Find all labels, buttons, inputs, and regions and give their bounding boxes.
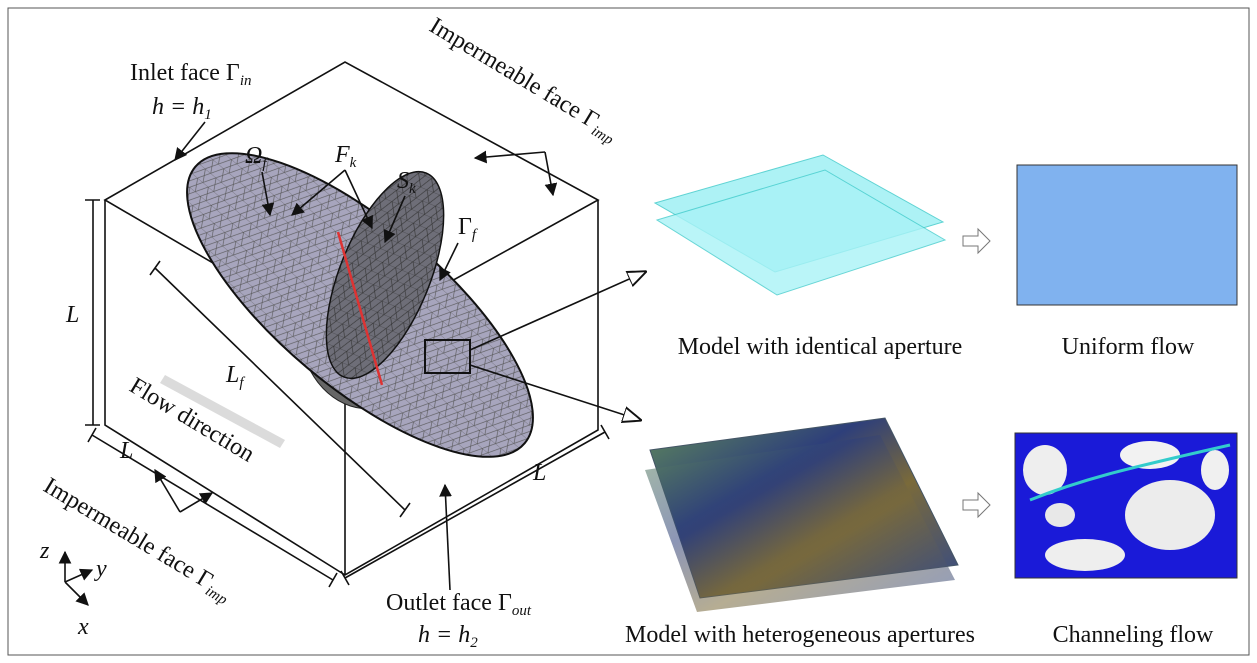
label: k: [350, 155, 357, 171]
identical-model: [657, 170, 945, 295]
label: Inlet face Γ: [130, 60, 240, 86]
arrows: [445, 485, 450, 590]
label: out: [512, 603, 532, 619]
labels: Lf: [225, 362, 245, 391]
label: Uniform flow: [1062, 334, 1195, 360]
label: Outlet face Γ: [386, 590, 512, 616]
arrows: [155, 470, 180, 512]
label: L: [532, 460, 546, 486]
arrows: [65, 570, 92, 582]
label: Model with heterogeneous apertures: [625, 622, 975, 648]
label: 2: [470, 635, 478, 651]
labels: Outlet face Γout: [386, 590, 532, 619]
labels: h = h2: [418, 622, 478, 651]
label: h = h: [152, 94, 204, 120]
label: in: [240, 73, 252, 89]
label: x: [77, 614, 89, 640]
uniform-flow: [1017, 165, 1237, 305]
arrows: [175, 122, 205, 160]
label: k: [409, 181, 416, 197]
label: z: [39, 538, 50, 564]
page: {"labels": { "inlet": {"text": "Inlet fa…: [0, 0, 1257, 663]
label: Model with identical aperture: [678, 334, 963, 360]
channeling-flow: [1045, 539, 1125, 571]
dimension-lines: [85, 200, 100, 425]
label: L: [119, 438, 133, 464]
label: L: [225, 362, 239, 388]
label: Γ: [458, 214, 472, 240]
labels: Fk: [334, 142, 357, 171]
channeling-flow: [1045, 503, 1075, 527]
heterogeneous-model: [645, 418, 958, 612]
arrows: [65, 582, 88, 605]
zoom-lines: [470, 272, 645, 350]
fracture: [143, 104, 578, 506]
label: Channeling flow: [1053, 622, 1214, 648]
labels: h = h1: [152, 94, 212, 123]
labels: Γf: [458, 214, 478, 243]
label: Impermeable face Γ: [425, 13, 603, 134]
label: 1: [204, 107, 212, 123]
label: h = h: [418, 622, 470, 648]
convert-arrows: [963, 493, 990, 517]
labels: Inlet face Γin: [130, 60, 251, 89]
label: y: [94, 556, 107, 582]
identical-model: [655, 155, 945, 295]
convert-arrows: [963, 229, 990, 517]
channeling-flow: [1201, 450, 1229, 490]
labels: Impermeable face Γimp: [37, 473, 237, 609]
labels: Impermeable face Γimp: [423, 13, 623, 149]
arrows: [545, 152, 553, 195]
convert-arrows: [963, 229, 990, 253]
label: Ω: [245, 143, 262, 169]
labels: Ωf: [245, 143, 268, 172]
channeling-flow: [1125, 480, 1215, 550]
diagram: Inlet face Γin h = h1 Impermeable face Γ…: [0, 0, 1257, 663]
arrows: [180, 493, 212, 512]
label: f: [472, 227, 478, 243]
label: F: [334, 142, 350, 168]
label: S: [397, 168, 409, 194]
label: L: [65, 302, 79, 328]
channeling-flow: [1015, 433, 1237, 578]
label: f: [239, 375, 245, 391]
